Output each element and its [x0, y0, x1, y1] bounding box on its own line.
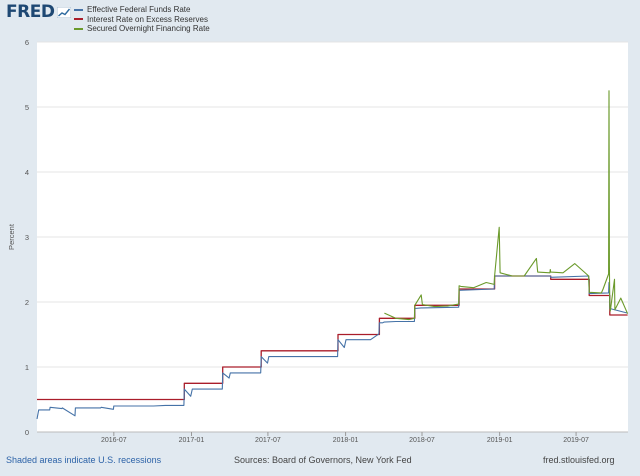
series-line-effr — [36, 275, 628, 420]
fred-logo[interactable]: FRED — [6, 2, 55, 22]
series-line-sofr — [384, 90, 629, 321]
sources-note: Sources: Board of Governors, New York Fe… — [234, 455, 412, 465]
legend-swatch — [74, 8, 83, 11]
y-tick-label: 4 — [25, 168, 29, 177]
chart-legend: Effective Federal Funds Rate Interest Ra… — [74, 5, 210, 34]
x-tick-label: 2018-07 — [409, 437, 435, 444]
legend-swatch — [74, 18, 83, 21]
legend-label: Secured Overnight Financing Rate — [87, 24, 210, 33]
legend-label: Interest Rate on Excess Reserves — [87, 14, 208, 24]
x-tick-label: 2017-07 — [255, 437, 281, 444]
x-tick-label: 2018-01 — [333, 437, 359, 444]
y-tick-label: 5 — [25, 103, 29, 112]
recessions-note: Shaded areas indicate U.S. recessions — [6, 455, 162, 465]
y-axis-label: Percent — [7, 223, 16, 250]
x-tick-label: 2019-01 — [487, 437, 513, 444]
x-tick-label: 2019-07 — [563, 437, 589, 444]
y-tick-label: 2 — [25, 298, 29, 307]
legend-item-sofr[interactable]: Secured Overnight Financing Rate — [74, 24, 210, 34]
x-tick-label: 2017-01 — [179, 437, 205, 444]
legend-item-ioer[interactable]: Interest Rate on Excess Reserves — [74, 15, 210, 25]
y-tick-label: 6 — [25, 38, 29, 47]
legend-item-effr[interactable]: Effective Federal Funds Rate — [74, 5, 210, 15]
chart-line-icon — [57, 7, 71, 18]
x-tick-label: 2016-07 — [101, 437, 127, 444]
y-tick-label: 0 — [25, 428, 29, 437]
legend-label: Effective Federal Funds Rate — [87, 5, 191, 14]
y-tick-label: 3 — [25, 233, 29, 242]
legend-swatch — [74, 27, 83, 30]
y-tick-label: 1 — [25, 363, 29, 372]
site-link[interactable]: fred.stlouisfed.org — [543, 455, 615, 465]
